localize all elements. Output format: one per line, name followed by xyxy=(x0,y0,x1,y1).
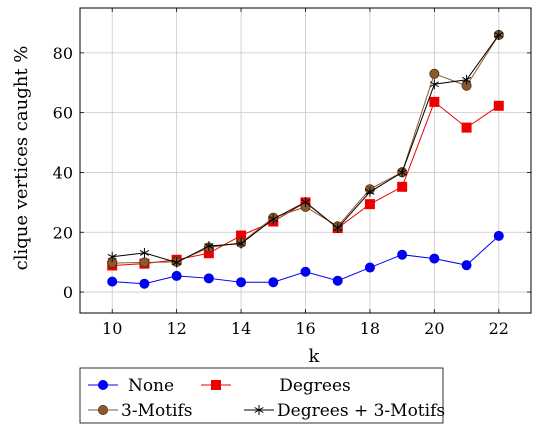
y-tick-label: 40 xyxy=(53,163,73,182)
data-point xyxy=(365,186,375,197)
data-point xyxy=(461,74,472,85)
data-point xyxy=(107,276,118,287)
x-tick-label: 14 xyxy=(231,319,251,338)
legend-entry: None xyxy=(88,376,174,396)
data-point xyxy=(397,249,408,260)
data-point xyxy=(139,247,150,258)
data-point xyxy=(493,230,504,241)
y-tick-label: 20 xyxy=(53,223,73,242)
legend-label: 3-Motifs xyxy=(121,401,193,421)
data-point xyxy=(493,100,504,111)
legend-marker xyxy=(254,405,264,415)
x-tick-label: 10 xyxy=(102,319,122,338)
data-point xyxy=(429,253,440,264)
legend-entry: Degrees xyxy=(201,376,351,396)
legend-label: Degrees xyxy=(279,376,351,396)
data-point xyxy=(364,199,375,210)
x-tick-label: 16 xyxy=(295,319,315,338)
y-tick-label: 60 xyxy=(53,104,73,123)
data-point xyxy=(268,277,279,288)
data-point xyxy=(461,260,472,271)
axis-ticks: 10 12 14 16 18 20 22 0 20 40 60 80 xyxy=(53,8,531,338)
data-point xyxy=(364,262,375,273)
legend-marker xyxy=(98,379,109,390)
legend-box xyxy=(79,367,444,424)
grid-lines xyxy=(80,8,531,313)
data-point xyxy=(107,251,117,262)
data-point xyxy=(268,214,278,225)
x-axis-label: k xyxy=(309,346,321,367)
data-point xyxy=(494,29,504,40)
legend-marker xyxy=(98,404,109,415)
legend: None Degrees 3-Motifs Degrees + 3-Motifs xyxy=(79,367,445,424)
data-point xyxy=(429,68,440,79)
data-point xyxy=(139,278,150,289)
y-axis-label: clique vertices caught % xyxy=(11,46,32,271)
x-tick-label: 20 xyxy=(424,319,444,338)
legend-label: None xyxy=(128,376,174,396)
data-point xyxy=(300,266,311,277)
y-tick-label: 0 xyxy=(63,283,73,302)
y-tick-label: 80 xyxy=(53,44,73,63)
series-4 xyxy=(107,29,504,268)
data-point xyxy=(461,122,472,133)
series-layer xyxy=(107,29,504,289)
data-point xyxy=(171,270,182,281)
legend-label: Degrees + 3-Motifs xyxy=(277,401,445,421)
data-point xyxy=(139,257,150,268)
data-point xyxy=(203,273,214,284)
data-point xyxy=(172,257,182,268)
data-point xyxy=(236,277,247,288)
data-point xyxy=(397,181,408,192)
series-1 xyxy=(107,230,504,289)
data-point xyxy=(204,241,214,252)
legend-marker xyxy=(211,380,221,390)
data-point xyxy=(333,223,343,234)
x-tick-label: 22 xyxy=(489,319,509,338)
data-point xyxy=(332,275,343,286)
x-tick-label: 12 xyxy=(166,319,186,338)
data-point xyxy=(429,96,440,107)
data-point xyxy=(236,238,246,249)
data-point xyxy=(429,79,439,90)
data-point xyxy=(397,167,407,178)
data-point xyxy=(300,197,311,208)
legend-entry: Degrees + 3-Motifs xyxy=(244,401,445,421)
legend-entry: 3-Motifs xyxy=(88,401,193,421)
x-tick-label: 18 xyxy=(360,319,380,338)
